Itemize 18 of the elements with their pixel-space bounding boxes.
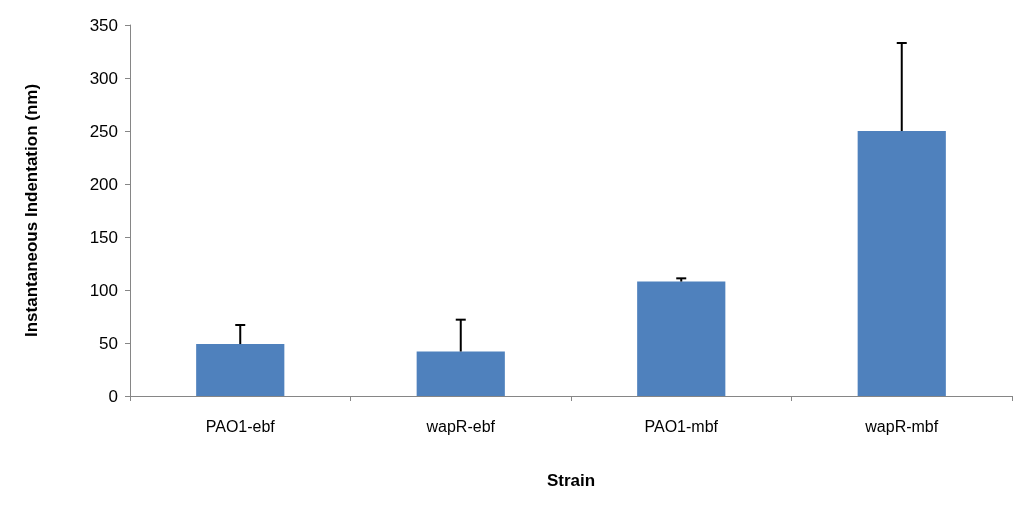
bar — [416, 351, 505, 396]
x-tick-label: wapR-ebf — [425, 417, 496, 435]
y-tick-label: 200 — [89, 174, 118, 194]
y-tick-label: 150 — [89, 227, 118, 247]
y-axis-title: Instantaneous Indentation (nm) — [22, 83, 41, 338]
y-tick-label: 250 — [89, 121, 118, 141]
bar — [857, 131, 946, 396]
y-tick-label: 100 — [89, 280, 118, 300]
bar — [637, 281, 726, 396]
y-tick-label: 0 — [108, 386, 118, 406]
x-tick-label: PAO1-ebf — [205, 417, 276, 435]
y-tick-label: 50 — [99, 333, 118, 353]
x-tick-label: wapR-mbf — [864, 417, 939, 435]
x-axis-title: Strain — [546, 471, 596, 490]
y-tick-label: 350 — [89, 15, 118, 35]
bar — [196, 344, 285, 396]
y-tick-label: 300 — [89, 68, 118, 88]
x-tick-label: PAO1-mbf — [644, 417, 719, 435]
